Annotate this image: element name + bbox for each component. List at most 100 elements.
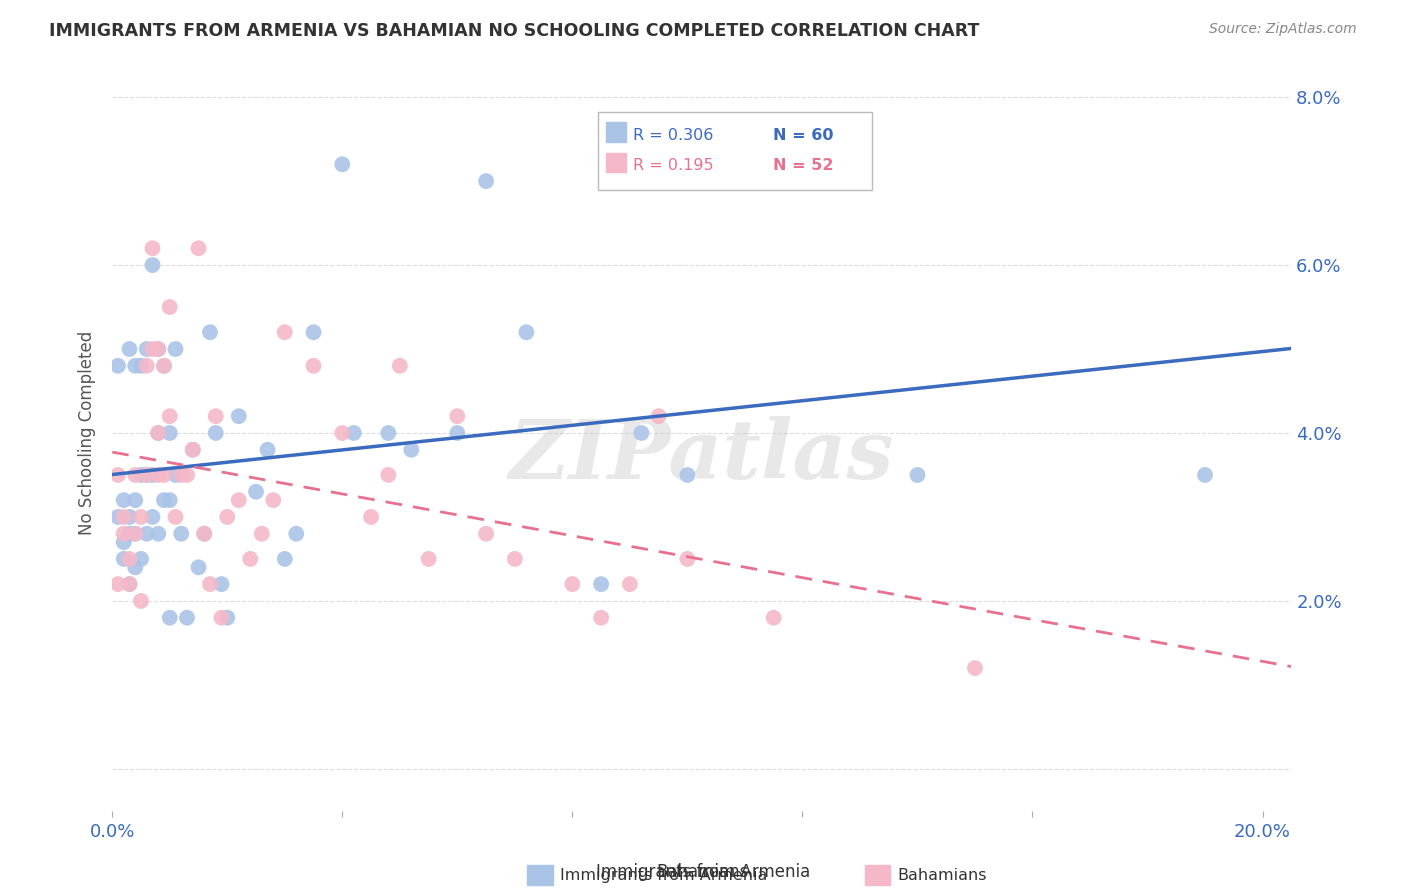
Point — [141, 510, 163, 524]
Point — [330, 425, 353, 440]
Point — [135, 526, 157, 541]
Point — [153, 467, 176, 482]
Point — [118, 577, 141, 591]
Point — [107, 467, 129, 482]
Point — [446, 409, 468, 424]
Point — [1194, 467, 1216, 482]
Point — [141, 241, 163, 255]
Text: N = 60: N = 60 — [773, 128, 834, 143]
Point — [250, 526, 273, 541]
Point — [135, 359, 157, 373]
Point — [239, 552, 262, 566]
Point — [148, 526, 170, 541]
Point — [274, 325, 297, 339]
Point — [343, 425, 366, 440]
Point — [165, 342, 187, 356]
Point — [676, 552, 699, 566]
Text: Immigrants from Armenia: Immigrants from Armenia — [560, 868, 766, 882]
Point — [107, 577, 129, 591]
Point — [112, 552, 135, 566]
Point — [907, 467, 929, 482]
Point — [228, 493, 250, 508]
Point — [198, 577, 221, 591]
Y-axis label: No Schooling Completed: No Schooling Completed — [79, 331, 96, 535]
Point — [561, 577, 583, 591]
Text: Bahamians: Bahamians — [897, 868, 987, 882]
Point — [159, 409, 181, 424]
Point — [118, 577, 141, 591]
Point — [148, 342, 170, 356]
Text: R = 0.195: R = 0.195 — [633, 158, 713, 173]
Point — [124, 467, 146, 482]
Point — [193, 526, 215, 541]
Point — [198, 325, 221, 339]
Point — [112, 526, 135, 541]
Point — [135, 467, 157, 482]
Point — [135, 467, 157, 482]
Point — [129, 510, 152, 524]
Point — [148, 425, 170, 440]
Point — [135, 342, 157, 356]
Point — [176, 467, 198, 482]
Point — [159, 300, 181, 314]
Point — [187, 560, 209, 574]
Point — [153, 493, 176, 508]
Point — [124, 493, 146, 508]
Point — [170, 467, 193, 482]
Point — [165, 510, 187, 524]
Point — [107, 359, 129, 373]
Point — [515, 325, 537, 339]
Point — [129, 594, 152, 608]
Text: IMMIGRANTS FROM ARMENIA VS BAHAMIAN NO SCHOOLING COMPLETED CORRELATION CHART: IMMIGRANTS FROM ARMENIA VS BAHAMIAN NO S… — [49, 22, 980, 40]
Point — [159, 425, 181, 440]
Point — [153, 359, 176, 373]
Point — [619, 577, 641, 591]
Point — [129, 552, 152, 566]
Text: Bahamians: Bahamians — [657, 863, 749, 881]
Point — [377, 425, 399, 440]
Point — [360, 510, 382, 524]
Point — [676, 467, 699, 482]
Point — [153, 359, 176, 373]
Point — [302, 359, 325, 373]
Point — [388, 359, 411, 373]
Point — [112, 493, 135, 508]
Point — [141, 258, 163, 272]
Point — [330, 157, 353, 171]
Point — [591, 577, 613, 591]
Point — [129, 359, 152, 373]
Point — [503, 552, 526, 566]
Point — [377, 467, 399, 482]
Point — [170, 526, 193, 541]
Point — [302, 325, 325, 339]
Point — [124, 526, 146, 541]
Point — [181, 442, 204, 457]
Point — [245, 484, 267, 499]
Point — [475, 526, 498, 541]
Point — [141, 467, 163, 482]
Point — [228, 409, 250, 424]
Point — [129, 467, 152, 482]
Point — [165, 467, 187, 482]
Point — [112, 510, 135, 524]
Point — [262, 493, 284, 508]
Point — [630, 425, 652, 440]
Point — [285, 526, 308, 541]
Point — [418, 552, 440, 566]
Point — [217, 610, 239, 624]
Point — [112, 535, 135, 549]
Point — [274, 552, 297, 566]
Point — [204, 409, 226, 424]
Text: ZIPatlas: ZIPatlas — [509, 416, 894, 496]
Point — [107, 510, 129, 524]
Point — [193, 526, 215, 541]
Point — [148, 425, 170, 440]
Point — [762, 610, 785, 624]
Text: Source: ZipAtlas.com: Source: ZipAtlas.com — [1209, 22, 1357, 37]
Point — [124, 526, 146, 541]
Text: R = 0.306: R = 0.306 — [633, 128, 713, 143]
Point — [118, 526, 141, 541]
Point — [148, 342, 170, 356]
Point — [217, 510, 239, 524]
Point — [124, 359, 146, 373]
